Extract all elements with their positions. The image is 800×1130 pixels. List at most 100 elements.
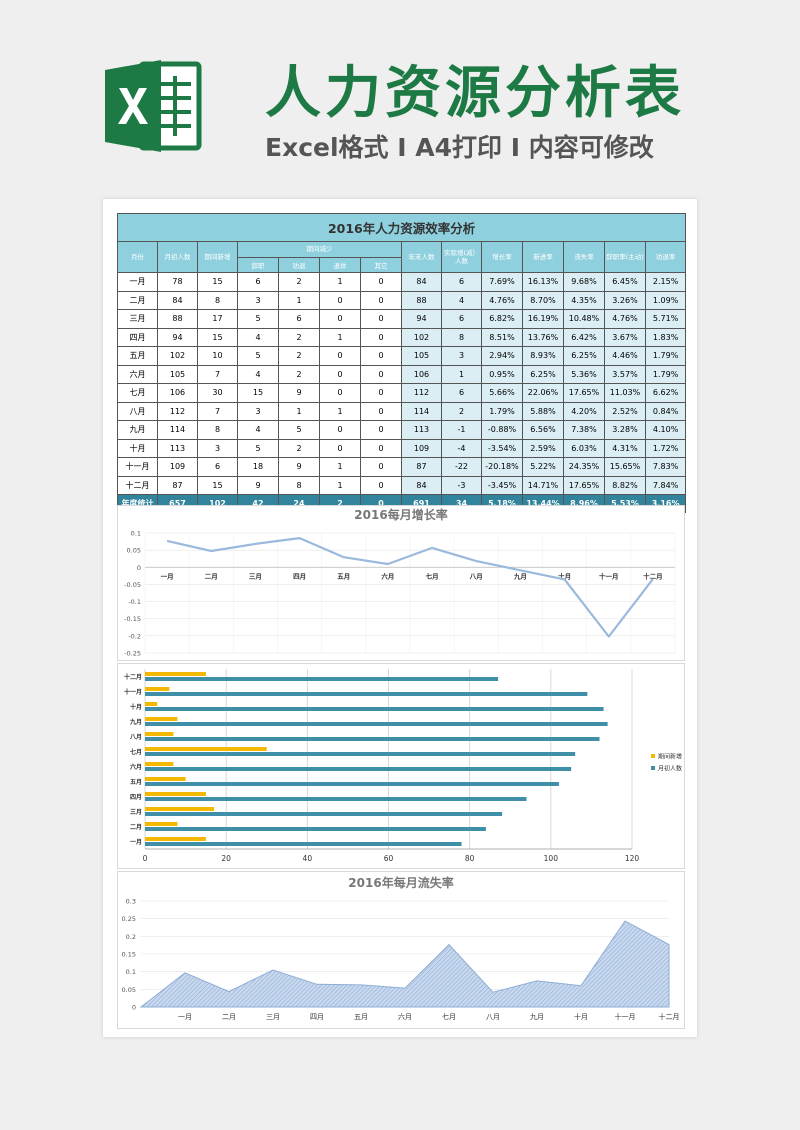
main-title: 人力资源分析表 [265,61,685,126]
cell-dismiss: 9 [278,457,320,477]
cell-dismiss_rate: 7.83% [644,457,687,477]
table-row: 一月 78 15 6 2 1 0 84 6 7.69% 16.13% 9.68% 6.45% 2.15% [117,272,687,292]
bar-new [145,672,206,676]
y-tick-label: 七月 [130,748,142,756]
bar-new [145,807,214,811]
cell-new: 15 [197,272,238,292]
cell-end: 88 [401,290,442,310]
y-tick-label: 0.1 [126,968,136,976]
x-tick-label: 六月 [398,1012,412,1021]
y-tick-label: 六月 [130,763,142,771]
cell-dismiss: 1 [278,290,320,310]
header-growth: 增长率 [481,241,523,273]
cell-net: 8 [441,327,482,347]
y-tick-label: 三月 [130,808,142,816]
cell-inflow: 16.19% [522,309,564,329]
table-row: 三月 88 17 5 6 0 0 94 6 6.82% 16.19% 10.48% 4.76% 5.71% [117,309,687,329]
cell-new: 6 [197,457,238,477]
cell-end: 112 [401,383,442,403]
cell-other: 0 [360,346,402,366]
cell-dismiss_rate: 7.84% [644,475,687,495]
y-tick-label: 五月 [130,778,142,786]
x-tick-label: 40 [303,854,313,863]
cell-retire: 0 [319,364,361,384]
cell-retire: 0 [319,438,361,458]
table-caption: 2016年人力资源效率分析 [116,213,687,242]
header-other: 其它 [360,256,402,273]
bar-start [145,797,527,801]
x-tick-label: 十二月 [659,1012,680,1021]
bar-start [145,767,572,771]
cell-dismiss: 2 [278,438,320,458]
cell-month: 六月 [117,364,158,384]
cell-inflow: 22.06% [522,383,564,403]
sub-title: Excel格式 I A4打印 I 内容可修改 [265,133,654,162]
bar-new [145,702,158,706]
y-tick-label: -0.05 [124,581,141,589]
cell-retire: 1 [319,401,361,421]
bar-start [145,737,600,741]
cell-growth: -20.18% [481,457,523,477]
y-tick-label: 十二月 [124,673,142,681]
cell-end: 109 [401,438,442,458]
cell-month: 三月 [117,309,158,329]
cell-resign: 4 [237,327,279,347]
y-tick-label: -0.15 [124,615,141,623]
bar-new [145,762,174,766]
cell-loss: 17.65% [563,383,605,403]
loss-rate-chart-svg: 2016年每月流失率 0.3 0.25 0.2 0.15 0.1 0.05 0 一月 二月 三月 四月… [117,871,685,1029]
bar-start [145,842,462,846]
cell-new: 8 [197,290,238,310]
cell-start: 109 [157,457,198,477]
cell-dismiss_rate: 6.62% [644,383,687,403]
header-start: 月初人数 [157,241,198,273]
cell-month: 二月 [117,290,158,310]
x-tick-label: 八月 [486,1013,500,1021]
cell-dismiss_rate: 1.79% [644,346,687,366]
header-dismiss: 劝退 [278,256,320,273]
cell-dismiss: 1 [278,401,320,421]
cell-resign_rate: 2.52% [604,401,646,421]
table-row: 七月 106 30 15 9 0 0 112 6 5.66% 22.06% 17.65% 11.03% 6… [117,383,687,403]
x-tick-label: 80 [465,854,475,863]
cell-net: 4 [441,290,482,310]
cell-resign: 5 [237,438,279,458]
cell-inflow: 6.56% [522,420,564,440]
y-tick-label: 0 [137,564,141,572]
cell-retire: 0 [319,309,361,329]
x-tick-label: 九月 [513,571,527,580]
bar-new [145,792,206,796]
cell-month: 一月 [117,272,158,292]
legend-label-start: 月初人数 [658,765,682,773]
x-tick-label: 五月 [354,1013,368,1021]
x-tick-label: 四月 [310,1013,324,1021]
cell-dismiss: 2 [278,364,320,384]
header-loss: 流失率 [563,241,605,273]
bar-start [145,752,576,756]
x-tick-label: 0 [143,854,148,863]
cell-other: 0 [360,438,402,458]
cell-month: 十月 [117,438,158,458]
y-tick-label: 0.1 [131,530,141,538]
x-tick-label: 六月 [381,571,394,580]
cell-start: 112 [157,401,198,421]
cell-resign: 9 [237,475,279,495]
bar-start [145,827,486,831]
cell-growth: 4.76% [481,290,523,310]
bar-start [145,677,499,681]
x-tick-label: 十一月 [615,1012,636,1021]
x-tick-label: 三月 [266,1013,280,1021]
cell-other: 0 [360,272,402,292]
cell-net: -3 [441,475,482,495]
cell-growth: 1.79% [481,401,523,421]
header: 人力资源分析表 Excel格式 I A4打印 I 内容可修改 [0,0,800,190]
cell-net: 2 [441,401,482,421]
cell-resign: 4 [237,420,279,440]
cell-month: 十一月 [117,457,158,477]
cell-resign: 15 [237,383,279,403]
cell-retire: 0 [319,346,361,366]
cell-loss: 5.36% [563,364,605,384]
bar-new [145,837,206,841]
cell-net: -1 [441,420,482,440]
bar-start [145,782,559,786]
